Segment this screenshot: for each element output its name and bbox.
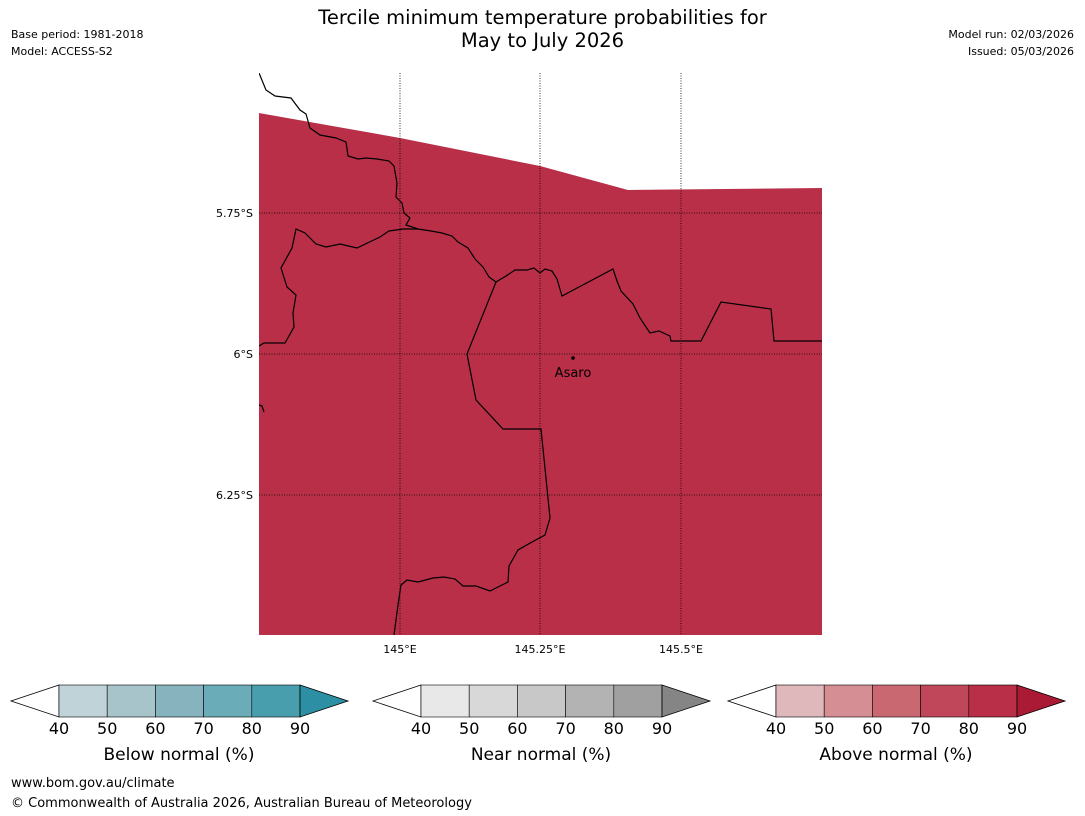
colorbar-near-tick-50: 50 bbox=[459, 719, 480, 738]
colorbar-above-tick-60: 60 bbox=[862, 719, 883, 738]
colorbar-below-tick-50: 50 bbox=[97, 719, 118, 738]
band-above-90 bbox=[259, 113, 822, 635]
lon-label-145-25: 145.25°E bbox=[515, 643, 566, 656]
province-boundaries bbox=[259, 73, 822, 635]
axis-labels: 5.75°S 6°S 6.25°S 145°E 145.25°E 145.5°E bbox=[216, 207, 703, 656]
colorbar-near-segment-80 bbox=[613, 684, 663, 718]
boundary-west-fragment bbox=[259, 404, 265, 413]
colorbar-above-segment-80 bbox=[968, 684, 1018, 718]
boundary-north bbox=[259, 73, 822, 342]
colorbar-below-tick-60: 60 bbox=[145, 719, 166, 738]
colorbar-below-segment-60 bbox=[155, 684, 204, 718]
title-line-1: Tercile minimum temperature probabilitie… bbox=[318, 6, 767, 29]
colorbar-below-upper-extension bbox=[299, 684, 350, 718]
colorbar-near-tick-70: 70 bbox=[555, 719, 576, 738]
colorbar-above-tick-90: 90 bbox=[1006, 719, 1028, 738]
colorbar-near-tick-60: 60 bbox=[507, 719, 528, 738]
page-title: Tercile minimum temperature probabilitie… bbox=[0, 6, 1085, 52]
asaro-marker bbox=[571, 356, 575, 360]
boundary-central bbox=[393, 281, 551, 635]
colorbar-near-upper-extension bbox=[661, 684, 712, 718]
lon-label-145: 145°E bbox=[383, 643, 416, 656]
probability-bands bbox=[259, 73, 822, 635]
footer-url: www.bom.gov.au/climate bbox=[11, 776, 175, 791]
lon-label-145-5: 145.5°E bbox=[659, 643, 703, 656]
footer: www.bom.gov.au/climate © Commonwealth of… bbox=[11, 774, 472, 814]
colorbar-above-tick-80: 80 bbox=[958, 719, 979, 738]
model-run-text: Model run: 02/03/2026 bbox=[948, 28, 1074, 41]
model-text: Model: ACCESS-S2 bbox=[11, 45, 113, 58]
footer-copyright: © Commonwealth of Australia 2026, Austra… bbox=[11, 796, 472, 811]
colorbar-near-segment-50 bbox=[468, 684, 518, 718]
colorbar-below-segment-70 bbox=[203, 684, 253, 718]
issued-text: Issued: 05/03/2026 bbox=[967, 45, 1074, 58]
colorbar-below-tick-90: 90 bbox=[289, 719, 311, 738]
metadata-right: Model run: 02/03/2026 Issued: 05/03/2026 bbox=[948, 26, 1074, 60]
colorbar-above-segment-50 bbox=[823, 684, 873, 718]
colorbar-below-tick-80: 80 bbox=[241, 719, 262, 738]
lat-label-6: 6°S bbox=[234, 348, 253, 361]
colorbar-near-tick-90: 90 bbox=[651, 719, 673, 738]
colorbar-below-tick-40: 40 bbox=[48, 719, 70, 738]
colorbar-near-segment-40 bbox=[420, 684, 470, 718]
colorbar-above-tick-70: 70 bbox=[910, 719, 931, 738]
boundary-west bbox=[259, 228, 418, 347]
colorbar-above-tick-40: 40 bbox=[765, 719, 787, 738]
place-label-asaro: Asaro bbox=[555, 366, 592, 381]
colorbar-near-tick-40: 40 bbox=[410, 719, 432, 738]
colorbar-below-segment-40 bbox=[58, 684, 108, 718]
metadata-left: Base period: 1981-2018 Model: ACCESS-S2 bbox=[11, 26, 143, 60]
colorbar-near-tick-80: 80 bbox=[603, 719, 624, 738]
colorbar-below-label: Below normal (%) bbox=[103, 745, 255, 765]
colorbar-below-tick-70: 70 bbox=[193, 719, 214, 738]
colorbar-below-segment-50 bbox=[106, 684, 156, 718]
colorbar-near-label: Near normal (%) bbox=[470, 745, 612, 765]
colorbar-above-upper-extension bbox=[1016, 684, 1067, 718]
title-line-2: May to July 2026 bbox=[460, 29, 625, 52]
colorbar-above-label: Above normal (%) bbox=[819, 745, 973, 765]
colorbar-above-lower-extension bbox=[726, 684, 777, 718]
colorbar-above-segment-70 bbox=[920, 684, 970, 718]
colorbar-above-segment-40 bbox=[775, 684, 825, 718]
lat-label-5-75: 5.75°S bbox=[216, 207, 253, 220]
colorbar-above-segment-60 bbox=[872, 684, 921, 718]
colorbars bbox=[9, 684, 1067, 718]
colorbar-near-lower-extension bbox=[371, 684, 422, 718]
lat-label-6-25: 6.25°S bbox=[216, 489, 253, 502]
colorbar-above-tick-50: 50 bbox=[814, 719, 835, 738]
colorbar-below-lower-extension bbox=[9, 684, 60, 718]
base-period-text: Base period: 1981-2018 bbox=[11, 28, 144, 41]
colorbar-near-segment-70 bbox=[565, 684, 615, 718]
colorbar-below-segment-80 bbox=[251, 684, 301, 718]
colorbar-near-segment-60 bbox=[517, 684, 566, 718]
graticule bbox=[259, 73, 822, 635]
